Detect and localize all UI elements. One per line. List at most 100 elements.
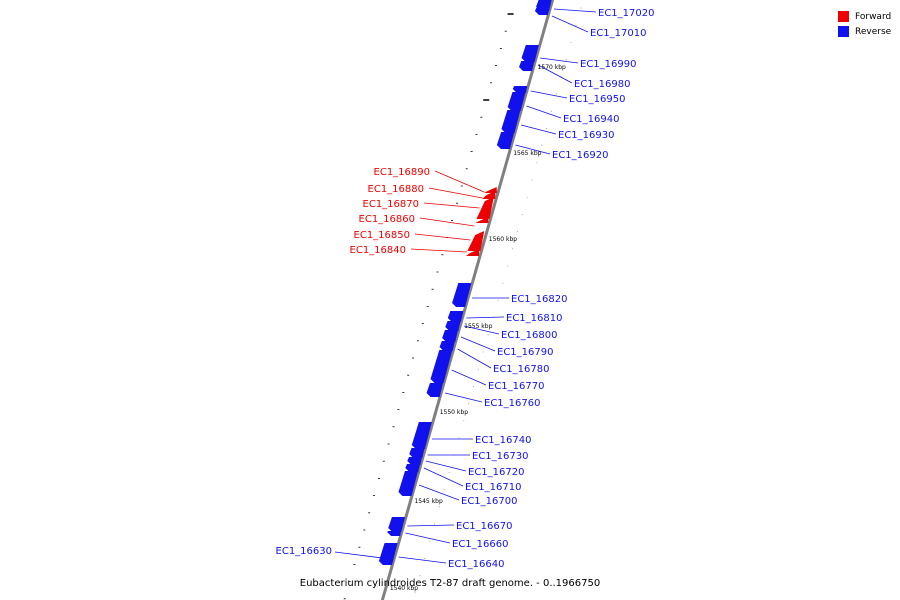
gene-label: EC1_16870 <box>363 199 419 210</box>
gene-label-leader <box>423 202 480 209</box>
reverse-gene-glyph <box>426 383 443 397</box>
reverse-gene-glyph <box>439 341 455 351</box>
reverse-gene-glyph <box>521 45 539 62</box>
gene-ec1-16640: EC1_16640 <box>378 543 504 570</box>
gene-label: EC1_16740 <box>475 435 531 446</box>
gene-label: EC1_16980 <box>574 79 630 90</box>
gene-ec1-16930: EC1_16930 <box>501 110 614 141</box>
gene-label-leader <box>398 556 447 564</box>
gene-label-leader <box>407 524 455 527</box>
forward-gene-glyph <box>482 191 496 199</box>
gene-label-leader <box>464 325 500 335</box>
reverse-gene-glyph <box>409 448 425 458</box>
scale-labels: 1570 kbp 1565 kbp 1560 kbp 1555 kbp 1550 kbp… <box>390 64 566 592</box>
gene-label: EC1_16660 <box>452 539 508 550</box>
gene-ec1-16670: EC1_16670 <box>388 517 512 532</box>
gene-label-leader <box>551 15 589 33</box>
gene-ec1-16870: EC1_16870 <box>363 197 494 219</box>
reverse-gene-glyph <box>512 86 528 93</box>
gene-label: EC1_16810 <box>506 313 562 324</box>
gene-ec1-16790: EC1_16790 <box>442 330 553 358</box>
gene-ec1-16980: EC1_16980 <box>519 61 630 90</box>
gene-label: EC1_17010 <box>590 28 646 39</box>
gene-ec1-16770: EC1_16770 <box>430 350 544 392</box>
gene-label-leader <box>434 170 485 193</box>
gene-ec1-16840: EC1_16840 <box>350 245 480 256</box>
gene-label: EC1_16780 <box>493 364 549 375</box>
gene-label: EC1_16920 <box>552 150 608 161</box>
reverse-swatch <box>838 26 849 37</box>
reverse-gene-glyph <box>405 464 420 472</box>
reverse-gene-glyph <box>501 110 521 133</box>
gene-ec1-16990: EC1_16990 <box>521 45 636 70</box>
gene-label-leader <box>457 348 492 369</box>
gene-ec1-16810: EC1_16810 <box>447 311 562 324</box>
gene-ec1-16800: EC1_16800 <box>445 321 557 341</box>
gene-label: EC1_16850 <box>354 230 410 241</box>
gene-label-leader <box>451 369 487 386</box>
gene-ec1-17020: EC1_17020 <box>536 0 654 19</box>
gene-label: EC1_16670 <box>456 521 512 532</box>
gene-label-leader <box>537 64 573 84</box>
gene-label-leader <box>410 248 468 253</box>
legend-reverse-label: Reverse <box>855 26 892 37</box>
forward-gene-glyph <box>465 249 480 256</box>
gene-ec1-16740: EC1_16740 <box>411 422 531 449</box>
forward-gene-glyph <box>476 197 494 219</box>
gene-ec1-16780: EC1_16780 <box>439 341 549 375</box>
gene-label: EC1_16790 <box>497 347 553 358</box>
reverse-gene-glyph <box>407 457 422 465</box>
reverse-gene-glyph <box>519 61 535 71</box>
reverse-gene-glyph <box>496 132 515 149</box>
forward-gene-glyph <box>467 231 485 251</box>
gene-label: EC1_16770 <box>488 381 544 392</box>
scale-label: 1550 kbp <box>440 409 468 416</box>
reverse-gene-glyph <box>452 283 472 307</box>
reverse-gene-glyph <box>387 531 401 536</box>
gene-ec1-16880: EC1_16880 <box>368 184 496 199</box>
gene-ec1-16890: EC1_16890 <box>374 167 497 193</box>
gene-label-leader <box>418 484 460 501</box>
gene-ec1-16920: EC1_16920 <box>496 132 608 161</box>
reverse-gene-glyph <box>411 422 432 449</box>
gene-ec1-16850: EC1_16850 <box>354 230 485 251</box>
gene-features: EC1_17020 EC1_17010 EC1_16990 EC1_16980 EC1_… <box>276 0 654 570</box>
gene-ec1-16760: EC1_16760 <box>426 383 540 409</box>
gene-label: EC1_16710 <box>465 482 521 493</box>
gene-label: EC1_16640 <box>448 559 504 570</box>
gene-label: EC1_16630 <box>276 546 332 557</box>
reverse-gene-glyph <box>398 471 419 496</box>
gene-ec1-17010: EC1_17010 <box>534 8 646 39</box>
gene-label: EC1_16760 <box>484 398 540 409</box>
gene-label-leader <box>423 467 464 487</box>
strand-legend: Forward Reverse <box>838 9 891 39</box>
reverse-gene-glyph <box>447 311 464 322</box>
gene-label: EC1_16720 <box>468 467 524 478</box>
forward-gene-glyph <box>475 217 489 223</box>
gene-label-leader <box>334 551 383 559</box>
gene-label: EC1_16730 <box>472 451 528 462</box>
gene-label-leader <box>405 532 451 544</box>
gene-label-leader <box>419 217 475 227</box>
gene-label-leader <box>554 8 597 13</box>
scale-label: 1560 kbp <box>489 236 517 243</box>
gene-label: EC1_16820 <box>511 294 567 305</box>
gene-label: EC1_16890 <box>374 167 430 178</box>
gene-label: EC1_16950 <box>569 94 625 105</box>
gene-label: EC1_16700 <box>461 496 517 507</box>
gene-label-leader <box>466 316 505 319</box>
scale-label: 1555 kbp <box>464 323 492 330</box>
gene-label-leader <box>530 90 568 99</box>
gene-label-leader <box>445 392 483 403</box>
gene-ec1-16940: EC1_16940 <box>507 92 619 125</box>
forward-swatch <box>838 11 849 22</box>
gene-label-leader <box>526 105 562 119</box>
reverse-gene-glyph <box>430 350 453 383</box>
gene-label: EC1_16800 <box>501 330 557 341</box>
gene-ec1-16820: EC1_16820 <box>452 283 567 307</box>
gene-label-leader <box>540 57 579 64</box>
scale-label: 1565 kbp <box>513 150 541 157</box>
gene-ec1-16950: EC1_16950 <box>512 86 625 105</box>
scale-label: 1540 kbp <box>390 585 418 592</box>
gene-label: EC1_16880 <box>368 184 424 195</box>
